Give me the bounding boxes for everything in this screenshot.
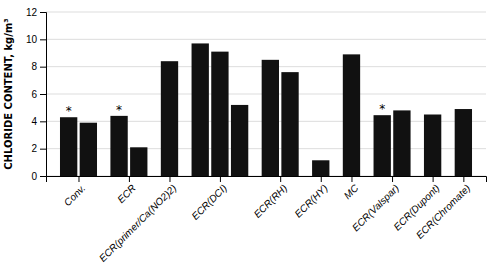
x-tick-label: Conv. bbox=[62, 182, 88, 208]
x-axis-line bbox=[47, 177, 487, 183]
y-tick: 6 bbox=[31, 89, 46, 100]
x-tick-label: ECR(primer/Ca(NO2)2) bbox=[97, 182, 179, 264]
y-tick: 12 bbox=[26, 7, 46, 18]
y-tick-label: 2 bbox=[31, 143, 37, 154]
y-tick: 0 bbox=[31, 171, 46, 182]
y-tick-mark bbox=[40, 94, 46, 95]
bar bbox=[393, 110, 410, 176]
x-tick: ECR(Chromate) bbox=[414, 176, 472, 241]
y-tick: 2 bbox=[31, 143, 46, 154]
bar bbox=[60, 117, 77, 176]
y-tick: 8 bbox=[31, 61, 46, 72]
x-tick-mark bbox=[78, 176, 79, 182]
x-tick: ECR(HY) bbox=[292, 176, 329, 220]
x-tick-label: ECR(HY) bbox=[292, 182, 329, 219]
bar bbox=[110, 116, 127, 176]
bar bbox=[281, 72, 298, 176]
annotation: * bbox=[116, 103, 122, 117]
x-tick: ECR(primer/Ca(NO2)2) bbox=[97, 176, 179, 264]
bar bbox=[130, 147, 147, 176]
y-tick-label: 12 bbox=[26, 7, 38, 18]
plot: * * * 0 2 4 6 8 10 12 Conv. ECRECR(primer/Ca(NO2)2)… bbox=[26, 7, 487, 264]
bars bbox=[60, 43, 472, 176]
bar bbox=[424, 115, 441, 177]
y-axis-line bbox=[40, 13, 47, 177]
x-tick: Conv. bbox=[62, 176, 88, 208]
x-tick-label: ECR(DCI) bbox=[189, 182, 229, 222]
y-tick-mark bbox=[40, 149, 46, 150]
x-tick-mark bbox=[433, 176, 434, 182]
bar bbox=[262, 60, 279, 176]
bar bbox=[312, 160, 329, 176]
annotation: * bbox=[379, 102, 385, 116]
x-tick: MC bbox=[342, 176, 361, 201]
y-tick-mark bbox=[40, 176, 46, 177]
y-tick-label: 0 bbox=[31, 171, 37, 182]
grid-line bbox=[46, 12, 486, 13]
x-tick-mark bbox=[392, 176, 393, 182]
x-tick: ECR(DCI) bbox=[189, 176, 229, 222]
bar bbox=[211, 52, 228, 176]
annotations: * * * bbox=[66, 102, 386, 118]
bar bbox=[343, 54, 360, 176]
bar bbox=[161, 61, 178, 176]
y-tick-mark bbox=[40, 67, 46, 68]
grid bbox=[46, 12, 486, 176]
x-tick-mark bbox=[351, 176, 352, 182]
y-tick-label: 10 bbox=[26, 34, 38, 45]
x-tick-mark bbox=[463, 176, 464, 182]
y-tick-label: 6 bbox=[31, 89, 37, 100]
bar bbox=[455, 109, 472, 176]
x-tick-mark bbox=[280, 176, 281, 182]
bar bbox=[374, 115, 391, 176]
annotation: * bbox=[66, 104, 72, 118]
x-tick: ECR(RH) bbox=[252, 176, 290, 220]
y-axis-title: CHLORIDE CONTENT, kg/m³ bbox=[3, 18, 14, 169]
grid-line bbox=[46, 39, 486, 40]
x-tick-label: MC bbox=[342, 182, 361, 201]
bar bbox=[231, 105, 248, 176]
bar bbox=[192, 43, 209, 176]
y-tick-label: 8 bbox=[31, 61, 37, 72]
x-tick-label: ECR(Chromate) bbox=[414, 182, 472, 240]
x-tick-label: ECR bbox=[115, 182, 138, 205]
x-tick-mark bbox=[220, 176, 221, 182]
bar bbox=[80, 123, 97, 176]
x-axis: Conv. ECRECR(primer/Ca(NO2)2)ECR(DCI) ECR(… bbox=[47, 176, 487, 264]
x-tick-mark bbox=[129, 176, 130, 182]
chart: * * * 0 2 4 6 8 10 12 Conv. ECRECR(primer/Ca(NO2)2)… bbox=[0, 0, 496, 272]
y-axis: 0 2 4 6 8 10 12 bbox=[26, 7, 47, 182]
y-tick-label: 4 bbox=[31, 116, 37, 127]
x-tick-label: ECR(RH) bbox=[252, 182, 290, 220]
x-tick: ECR bbox=[115, 176, 138, 205]
y-tick: 10 bbox=[26, 34, 46, 45]
y-tick-mark bbox=[40, 121, 46, 122]
x-tick-mark bbox=[321, 176, 322, 182]
x-tick-mark bbox=[169, 176, 170, 182]
y-tick-mark bbox=[40, 39, 46, 40]
y-tick: 4 bbox=[31, 116, 46, 127]
y-tick-mark bbox=[40, 12, 46, 13]
